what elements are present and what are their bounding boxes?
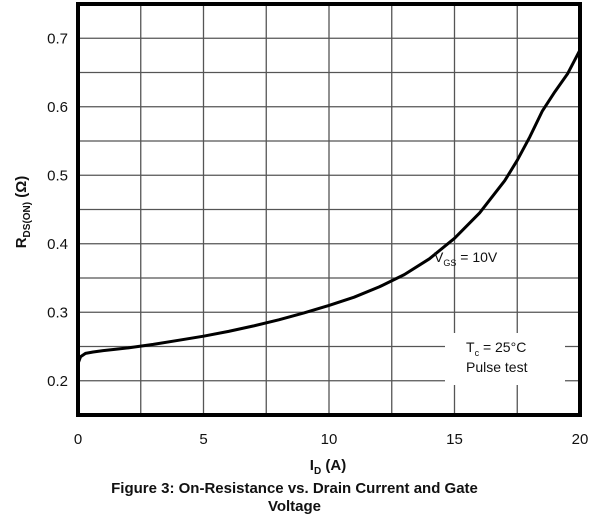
y-tick-label: 0.4 [47,236,68,253]
y-axis-label-sub: DS(ON) [22,202,33,238]
annotation-tc: Tc = 25°C [466,339,526,358]
y-tick-label: 0.2 [47,373,68,390]
y-axis-label-suffix: (Ω) [13,176,30,202]
x-axis-label-sub: D [314,466,321,477]
x-tick-label: 15 [446,431,463,448]
y-tick-label: 0.5 [47,167,68,184]
annotation-vgs: VGS = 10V [434,249,498,268]
series-layer [76,49,582,365]
annotation-vgs-sub: GS [443,258,456,268]
x-axis-label: ID (A) [310,457,346,477]
x-tick-label: 0 [74,431,82,448]
x-axis-label-main: I [310,457,314,474]
annotation-vgs-main: V [434,249,444,265]
figure-caption-line-2: Voltage [267,498,322,515]
y-axis-label: RDS(ON) (Ω) [13,176,33,249]
series-line [76,49,582,365]
y-tick-label: 0.6 [47,99,68,116]
annotation-vgs-suffix: = 10V [456,249,498,265]
annotation-tc-sub: c [475,348,480,358]
x-axis-label-suffix: (A) [321,457,346,474]
annotation-tc-main: T [466,339,475,355]
plot-frame [76,2,582,417]
y-tick-label: 0.3 [47,304,68,321]
grid [78,4,580,415]
y-axis-label-main: R [13,237,30,248]
annotation-pulse: Pulse test [466,359,528,375]
chart: 0 5 10 15 20 0.2 0.3 0.4 0.5 0.6 0.7 VGS = 10V Tc … [13,2,588,477]
y-tick-label: 0.7 [47,30,68,47]
figure-caption-line-1: Figure 3: On-Resistance vs. Drain Curren… [111,480,478,497]
tick-labels: 0 5 10 15 20 0.2 0.3 0.4 0.5 0.6 0.7 [47,30,588,448]
annotation-tc-suffix: = 25°C [479,339,526,355]
test-conditions-box [445,333,565,385]
x-tick-label: 5 [199,431,207,448]
x-tick-label: 20 [572,431,589,448]
x-tick-label: 10 [321,431,338,448]
